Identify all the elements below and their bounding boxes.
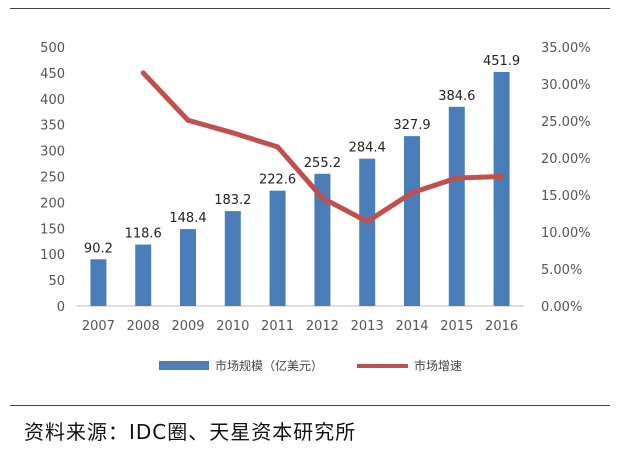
bar xyxy=(359,158,376,306)
bar xyxy=(224,211,241,306)
bar-data-label: 148.4 xyxy=(169,211,206,226)
bar xyxy=(404,136,420,306)
y-tick-label: 100 xyxy=(40,248,65,263)
bar-data-label: 255.2 xyxy=(304,156,341,171)
bar xyxy=(135,244,152,306)
bar-data-label: 384.6 xyxy=(438,89,475,104)
x-tick-label: 2008 xyxy=(127,319,160,334)
bar-data-label: 327.9 xyxy=(393,118,430,133)
x-tick-label: 2011 xyxy=(261,319,294,334)
line-point xyxy=(277,146,279,148)
x-tick-label: 2010 xyxy=(216,319,249,334)
y-tick-label: 200 xyxy=(40,196,65,211)
y2-tick-label: 25.00% xyxy=(541,115,591,130)
bar xyxy=(269,190,286,306)
bar xyxy=(314,173,331,306)
bottom-rule xyxy=(10,405,610,406)
source-note: 资料来源：IDC圈、天星资本研究所 xyxy=(24,420,357,444)
y2-tick-label: 0.00% xyxy=(541,300,582,315)
x-tick-label: 2015 xyxy=(440,319,473,334)
y-tick-label: 450 xyxy=(40,67,65,82)
bar-data-label: 183.2 xyxy=(214,193,251,208)
y-tick-label: 300 xyxy=(40,145,65,160)
line-point xyxy=(366,221,368,223)
line-point xyxy=(142,72,144,74)
y-tick-label: 0 xyxy=(57,300,65,315)
line-point xyxy=(187,119,189,121)
market-chart: 0 50 100 150 200 250 300 350 400 450 500 0.00% 5.00%… xyxy=(40,41,591,373)
y2-tick-label: 30.00% xyxy=(541,78,591,93)
y2-tick-label: 10.00% xyxy=(541,226,591,241)
x-tick-label: 2012 xyxy=(306,319,339,334)
x-tick-label: 2016 xyxy=(485,319,518,334)
line-point xyxy=(501,176,503,177)
bar xyxy=(180,229,196,306)
y-tick-label: 250 xyxy=(40,171,65,186)
line-point xyxy=(232,132,234,134)
bar-data-label: 90.2 xyxy=(84,241,113,256)
legend-label-bar: 市场规模（亿美元） xyxy=(215,358,323,373)
line-point xyxy=(321,197,323,199)
y2-tick-label: 15.00% xyxy=(541,189,591,204)
y-tick-label: 50 xyxy=(48,274,65,289)
y-tick-label: 500 xyxy=(40,41,65,56)
x-tick-label: 2014 xyxy=(395,319,428,334)
y-tick-label: 150 xyxy=(40,222,65,237)
bar-data-label: 284.4 xyxy=(349,141,386,156)
x-tick-label: 2013 xyxy=(351,319,384,334)
legend-label-line: 市场增速 xyxy=(414,358,462,373)
y-tick-label: 350 xyxy=(40,119,65,134)
y2-tick-label: 20.00% xyxy=(541,152,591,167)
bar xyxy=(493,71,510,306)
y2-tick-label: 5.00% xyxy=(541,263,582,278)
bar-data-label: 451.9 xyxy=(483,54,520,69)
bar xyxy=(448,106,465,307)
x-tick-label: 2009 xyxy=(171,319,204,334)
bar-data-label: 222.6 xyxy=(259,173,296,188)
bar xyxy=(90,259,107,306)
line-point xyxy=(456,177,458,179)
y-tick-label: 400 xyxy=(40,93,65,108)
bar-data-label: 118.6 xyxy=(125,227,162,242)
line-point xyxy=(411,192,413,194)
top-rule xyxy=(10,8,610,9)
y2-tick-label: 35.00% xyxy=(541,41,591,56)
x-tick-label: 2007 xyxy=(82,319,115,334)
legend-swatch-bar xyxy=(159,361,209,370)
